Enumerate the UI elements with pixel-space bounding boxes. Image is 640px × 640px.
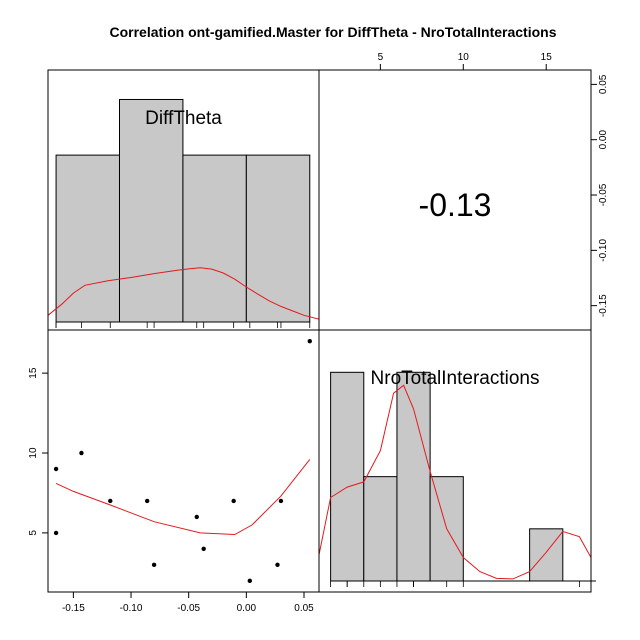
panels-group: DiffTheta NroTotalInteractions -0.13 5 10 15 0… xyxy=(28,52,609,614)
scatter-point xyxy=(53,466,59,472)
br-bar xyxy=(363,476,398,582)
scatter-point xyxy=(201,546,206,552)
bottom-axis-tick-label: 0.05 xyxy=(294,603,314,614)
scatter-point xyxy=(278,498,284,504)
scatter-point xyxy=(247,578,253,584)
tl-bar xyxy=(118,98,184,323)
tl-density-curve xyxy=(48,267,319,320)
tl-bar xyxy=(55,154,120,323)
bottom-axis-tick-label: -0.15 xyxy=(62,603,85,614)
right-axis-tick-label: 0.05 xyxy=(598,74,609,94)
right-axis-tick-label: -0.15 xyxy=(598,294,609,317)
right-axis-tick-label: 0.00 xyxy=(598,130,609,150)
top-axis-tick-label: 5 xyxy=(378,52,384,63)
left-axis-tick-label: 10 xyxy=(28,447,39,459)
scatter-point xyxy=(79,450,84,456)
br-density-curve xyxy=(319,384,591,580)
scatter-point xyxy=(144,498,150,504)
tl-bar xyxy=(245,154,311,323)
scatter-point xyxy=(231,498,236,504)
scatter-smooth-line xyxy=(55,459,311,536)
bottom-axis-tick-label: -0.10 xyxy=(120,603,143,614)
left-axis-tick-label: 5 xyxy=(28,530,39,536)
br-bar xyxy=(330,371,365,582)
panel-frame-br xyxy=(318,329,592,593)
tl-bar xyxy=(182,154,247,323)
correlation-value: -0.13 xyxy=(419,187,492,223)
br-bar xyxy=(529,528,564,582)
scatter-point xyxy=(108,498,113,504)
scatter-point xyxy=(275,562,280,568)
left-axis-tick-label: 15 xyxy=(28,367,39,379)
scatter-point xyxy=(307,338,312,344)
br-bar xyxy=(396,371,431,582)
top-axis-tick-label: 10 xyxy=(458,52,470,63)
right-axis-tick-label: -0.05 xyxy=(598,183,609,206)
bottom-axis-tick-label: -0.05 xyxy=(177,603,200,614)
top-axis-tick-label: 15 xyxy=(541,52,553,63)
tl-variable-label: DiffTheta xyxy=(145,108,222,129)
scatter-point xyxy=(194,514,199,520)
bottom-axis-tick-label: 0.00 xyxy=(237,603,257,614)
chart-title: Correlation ont-gamified.Master for Diff… xyxy=(110,24,557,40)
br-variable-label: NroTotalInteractions xyxy=(371,368,540,389)
scatter-point xyxy=(53,530,59,536)
scatter-point xyxy=(151,562,157,568)
panel-frame-bl xyxy=(47,329,320,593)
right-axis-tick-label: -0.10 xyxy=(598,239,609,262)
